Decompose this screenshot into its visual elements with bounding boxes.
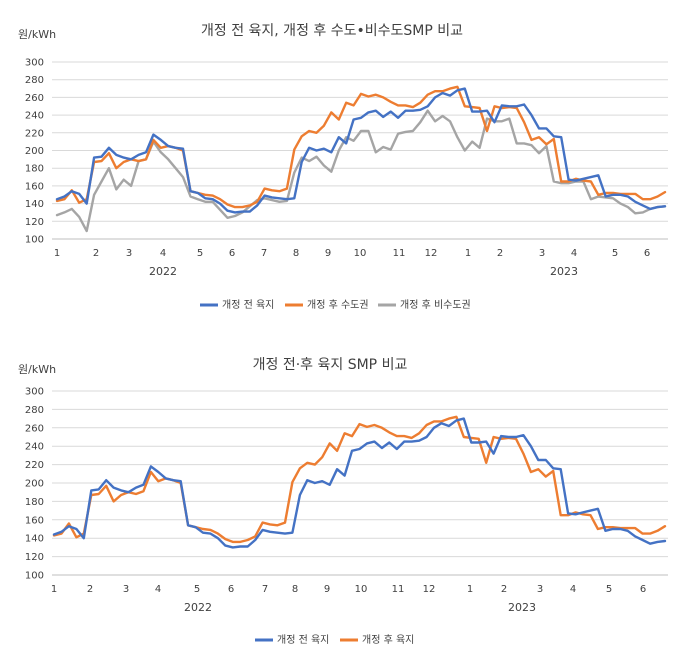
year-label: 2023 [508, 601, 536, 614]
x-tick-label: 9 [325, 248, 331, 259]
y-tick-label: 160 [25, 515, 44, 526]
x-tick-label: 10 [355, 584, 368, 595]
x-tick-label: 3 [539, 248, 545, 259]
year-label: 2022 [184, 601, 212, 614]
x-tick-label: 4 [155, 584, 161, 595]
chart-2: 개정 전·후 육지 SMP 비교 원/kWh 100 120 140 160 180 200 2… [18, 357, 668, 646]
x-tick-label: 7 [262, 584, 268, 595]
legend-label: 개정 전 육지 [277, 634, 329, 646]
x-tick-label: 12 [423, 584, 436, 595]
y-tick-label: 180 [25, 497, 44, 508]
y-tick-label: 240 [25, 442, 44, 453]
x-tick-label: 3 [126, 248, 132, 259]
x-tick-label: 6 [644, 248, 650, 259]
y-tick-label: 120 [25, 217, 44, 228]
y-tick-label: 200 [25, 479, 44, 490]
y-tick-label: 120 [25, 552, 44, 563]
x-tick-label: 9 [324, 584, 330, 595]
x-tick-label: 1 [51, 584, 57, 595]
legend-label: 개정 후 수도권 [307, 299, 369, 311]
x-tick-label: 3 [537, 584, 543, 595]
y-tick-label: 100 [25, 571, 44, 582]
x-tick-label: 4 [571, 248, 577, 259]
y-axis-unit-label: 원/kWh [18, 28, 56, 41]
x-tick-label: 5 [606, 584, 612, 595]
x-tick-label: 5 [612, 248, 618, 259]
y-tick-label: 140 [25, 199, 44, 210]
x-tick-label: 5 [194, 584, 200, 595]
x-tick-label: 6 [228, 584, 234, 595]
x-tick-label: 11 [393, 248, 406, 259]
x-tick-label: 6 [229, 248, 235, 259]
x-tick-label: 2 [497, 248, 503, 259]
y-tick-label: 220 [25, 128, 44, 139]
y-tick-label: 180 [25, 164, 44, 175]
x-tick-label: 8 [293, 248, 299, 259]
x-tick-label: 8 [292, 584, 298, 595]
y-tick-label: 300 [25, 58, 44, 69]
x-tick-label: 5 [197, 248, 203, 259]
series-line [52, 417, 667, 549]
chart-title: 개정 전 육지, 개정 후 수도•비수도SMP 비교 [201, 23, 463, 39]
legend-label: 개정 후 육지 [362, 634, 414, 646]
y-tick-label: 260 [25, 423, 44, 434]
y-tick-label: 280 [25, 75, 44, 86]
x-tick-label: 7 [261, 248, 267, 259]
x-tick-label: 10 [354, 248, 367, 259]
x-tick-label: 1 [465, 248, 471, 259]
y-tick-label: 280 [25, 405, 44, 416]
series-line [55, 109, 667, 233]
legend-label: 개정 전 육지 [222, 299, 274, 311]
x-tick-label: 4 [570, 584, 576, 595]
y-axis-unit-label: 원/kWh [18, 363, 56, 376]
y-tick-label: 260 [25, 93, 44, 104]
y-tick-label: 200 [25, 146, 44, 157]
series-line [55, 85, 667, 209]
x-tick-label: 2 [501, 584, 507, 595]
year-label: 2023 [550, 265, 578, 278]
x-tick-label: 1 [54, 248, 60, 259]
y-tick-label: 240 [25, 111, 44, 122]
series-line [52, 415, 667, 544]
x-tick-label: 1 [467, 584, 473, 595]
chart-title: 개정 전·후 육지 SMP 비교 [253, 357, 408, 373]
year-label: 2022 [149, 265, 177, 278]
x-tick-label: 11 [392, 584, 405, 595]
y-tick-label: 300 [25, 387, 44, 398]
y-tick-label: 160 [25, 181, 44, 192]
series-line [55, 87, 667, 214]
legend-label: 개정 후 비수도권 [400, 299, 471, 311]
chart-1: 개정 전 육지, 개정 후 수도•비수도SMP 비교 원/kWh 100 120 140… [18, 23, 668, 311]
y-tick-label: 100 [25, 235, 44, 246]
x-tick-label: 12 [425, 248, 438, 259]
x-tick-label: 2 [93, 248, 99, 259]
x-tick-label: 2 [87, 584, 93, 595]
x-tick-label: 3 [123, 584, 129, 595]
y-tick-label: 140 [25, 534, 44, 545]
y-tick-label: 220 [25, 460, 44, 471]
x-tick-label: 6 [640, 584, 646, 595]
x-tick-label: 4 [160, 248, 166, 259]
